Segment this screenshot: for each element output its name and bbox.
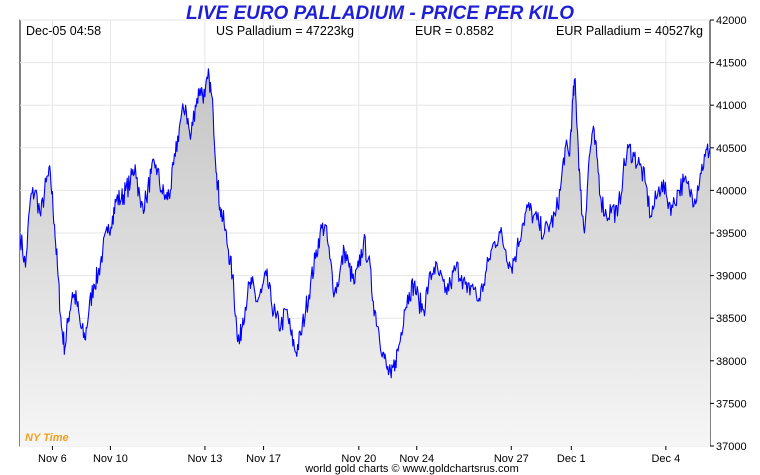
y-tick-label: 41500 bbox=[716, 58, 747, 70]
y-axis: 37000 37500 38000 38500 39000 39500 40000 40500… bbox=[710, 15, 747, 453]
x-tick-label: Nov 6 bbox=[38, 453, 67, 465]
time-zone-label: NY Time bbox=[25, 432, 69, 444]
y-tick-label: 40500 bbox=[716, 143, 747, 155]
eur-rate-label: EUR = 0.8582 bbox=[415, 24, 494, 38]
y-tick-label: 39500 bbox=[716, 228, 747, 240]
price-series-line bbox=[19, 68, 711, 379]
y-tick-label: 38500 bbox=[716, 313, 747, 325]
x-tick-label: Nov 27 bbox=[494, 453, 529, 465]
x-tick-label: Dec 4 bbox=[651, 453, 680, 465]
y-tick-label: 42000 bbox=[716, 15, 747, 27]
x-tick-label: Nov 13 bbox=[187, 453, 222, 465]
y-tick-label: 39000 bbox=[716, 271, 747, 283]
y-tick-label: 41000 bbox=[716, 100, 747, 112]
x-tick-label: Dec 1 bbox=[557, 453, 586, 465]
x-axis: Nov 6 Nov 10 Nov 13 Nov 17 Nov 20 Nov 24 Nov 2… bbox=[38, 446, 680, 465]
x-tick-label: Nov 17 bbox=[246, 453, 281, 465]
y-tick-label: 40000 bbox=[716, 185, 747, 197]
eur-palladium-label: EUR Palladium = 40527kg bbox=[556, 24, 703, 38]
x-tick-label: Nov 20 bbox=[341, 453, 376, 465]
us-palladium-label: US Palladium = 47223kg bbox=[216, 24, 354, 38]
y-tick-label: 38000 bbox=[716, 356, 747, 368]
chart-footer: world gold charts © www.goldchartsrus.co… bbox=[304, 463, 519, 475]
area-fill bbox=[20, 68, 710, 447]
price-line bbox=[19, 68, 711, 379]
x-tick-label: Nov 24 bbox=[399, 453, 434, 465]
price-area bbox=[20, 68, 710, 447]
x-tick-label: Nov 10 bbox=[93, 453, 128, 465]
timestamp-label: Dec-05 04:58 bbox=[26, 24, 101, 38]
y-tick-label: 37000 bbox=[716, 441, 747, 453]
chart-title: LIVE EURO PALLADIUM - PRICE PER KILO bbox=[186, 3, 574, 24]
y-tick-label: 37500 bbox=[716, 398, 747, 410]
